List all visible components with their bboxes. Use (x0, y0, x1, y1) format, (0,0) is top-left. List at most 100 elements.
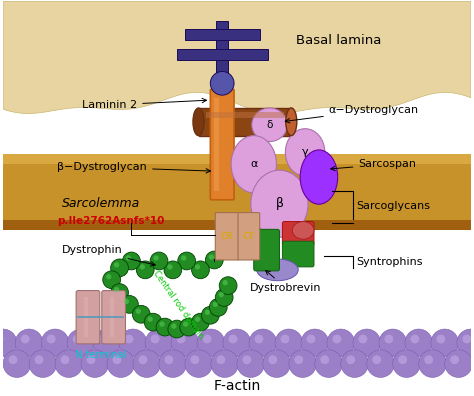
Text: β: β (275, 197, 283, 210)
Circle shape (41, 329, 69, 357)
Circle shape (0, 335, 4, 343)
Circle shape (211, 350, 238, 377)
Circle shape (185, 350, 212, 377)
Circle shape (29, 350, 57, 377)
Circle shape (0, 329, 17, 357)
Circle shape (255, 335, 264, 343)
Circle shape (126, 255, 131, 261)
Circle shape (168, 320, 186, 338)
Circle shape (263, 350, 291, 377)
FancyBboxPatch shape (283, 221, 314, 245)
Circle shape (110, 259, 128, 277)
Text: Sarcoglycans: Sarcoglycans (356, 201, 430, 211)
Circle shape (358, 335, 367, 343)
Circle shape (249, 329, 277, 357)
Circle shape (138, 355, 147, 364)
Ellipse shape (292, 221, 314, 239)
FancyBboxPatch shape (238, 213, 260, 260)
Circle shape (450, 355, 459, 364)
Circle shape (195, 316, 200, 322)
Text: Dystrophin: Dystrophin (62, 245, 155, 266)
Circle shape (145, 329, 173, 357)
Circle shape (217, 355, 225, 364)
Circle shape (445, 350, 472, 377)
Circle shape (353, 329, 381, 357)
Circle shape (55, 350, 82, 377)
Circle shape (197, 329, 225, 357)
Bar (3, 154, 471, 228)
Circle shape (133, 350, 161, 377)
Circle shape (120, 295, 138, 313)
Circle shape (159, 350, 187, 377)
Circle shape (124, 299, 129, 304)
FancyBboxPatch shape (76, 291, 100, 344)
Circle shape (346, 355, 355, 364)
Bar (109, 297, 114, 337)
Bar (3, 154, 471, 164)
Circle shape (191, 355, 199, 364)
Text: p.Ile2762Asnfs*10: p.Ile2762Asnfs*10 (57, 217, 165, 227)
Circle shape (268, 355, 277, 364)
Circle shape (281, 335, 290, 343)
Circle shape (180, 318, 198, 336)
Circle shape (15, 329, 43, 357)
Bar (3, 221, 471, 230)
Circle shape (154, 255, 159, 261)
Text: N terminal: N terminal (75, 350, 127, 360)
Text: CR: CR (221, 232, 233, 241)
Circle shape (213, 302, 218, 307)
Circle shape (61, 355, 69, 364)
Circle shape (47, 335, 55, 343)
Circle shape (35, 355, 44, 364)
Text: CT: CT (243, 232, 255, 241)
Circle shape (205, 310, 210, 315)
Circle shape (122, 252, 140, 270)
Circle shape (156, 318, 174, 336)
Circle shape (237, 350, 264, 377)
Text: Sarcospan: Sarcospan (331, 159, 416, 171)
Bar (84, 297, 88, 337)
Ellipse shape (252, 108, 287, 141)
Circle shape (119, 329, 147, 357)
Circle shape (367, 350, 394, 377)
Text: β−Dystroglycan: β−Dystroglycan (57, 162, 210, 173)
Ellipse shape (193, 108, 204, 135)
Circle shape (431, 329, 458, 357)
Circle shape (191, 261, 210, 279)
Circle shape (222, 280, 228, 286)
Circle shape (150, 252, 168, 270)
Circle shape (205, 251, 223, 269)
Text: γ: γ (302, 147, 309, 157)
Circle shape (125, 335, 134, 343)
Circle shape (424, 355, 433, 364)
Circle shape (372, 355, 381, 364)
Bar (214, 98, 219, 191)
Circle shape (151, 335, 160, 343)
Circle shape (219, 277, 237, 295)
Circle shape (178, 252, 196, 270)
Bar (206, 112, 284, 118)
Circle shape (201, 307, 219, 324)
Text: Syntrophins: Syntrophins (356, 257, 423, 267)
FancyBboxPatch shape (102, 291, 126, 344)
Bar (177, 49, 268, 60)
Circle shape (202, 335, 211, 343)
Circle shape (87, 355, 95, 364)
Circle shape (398, 355, 407, 364)
Circle shape (9, 355, 18, 364)
Circle shape (171, 324, 176, 329)
Circle shape (215, 289, 233, 307)
Bar (185, 29, 260, 40)
Circle shape (320, 355, 329, 364)
Circle shape (462, 335, 471, 343)
Circle shape (103, 271, 120, 289)
Circle shape (112, 355, 121, 364)
Circle shape (107, 350, 135, 377)
Circle shape (110, 284, 128, 301)
Circle shape (73, 335, 82, 343)
Circle shape (327, 329, 355, 357)
Circle shape (289, 350, 317, 377)
Circle shape (139, 264, 145, 270)
FancyBboxPatch shape (215, 213, 239, 260)
Circle shape (93, 329, 121, 357)
